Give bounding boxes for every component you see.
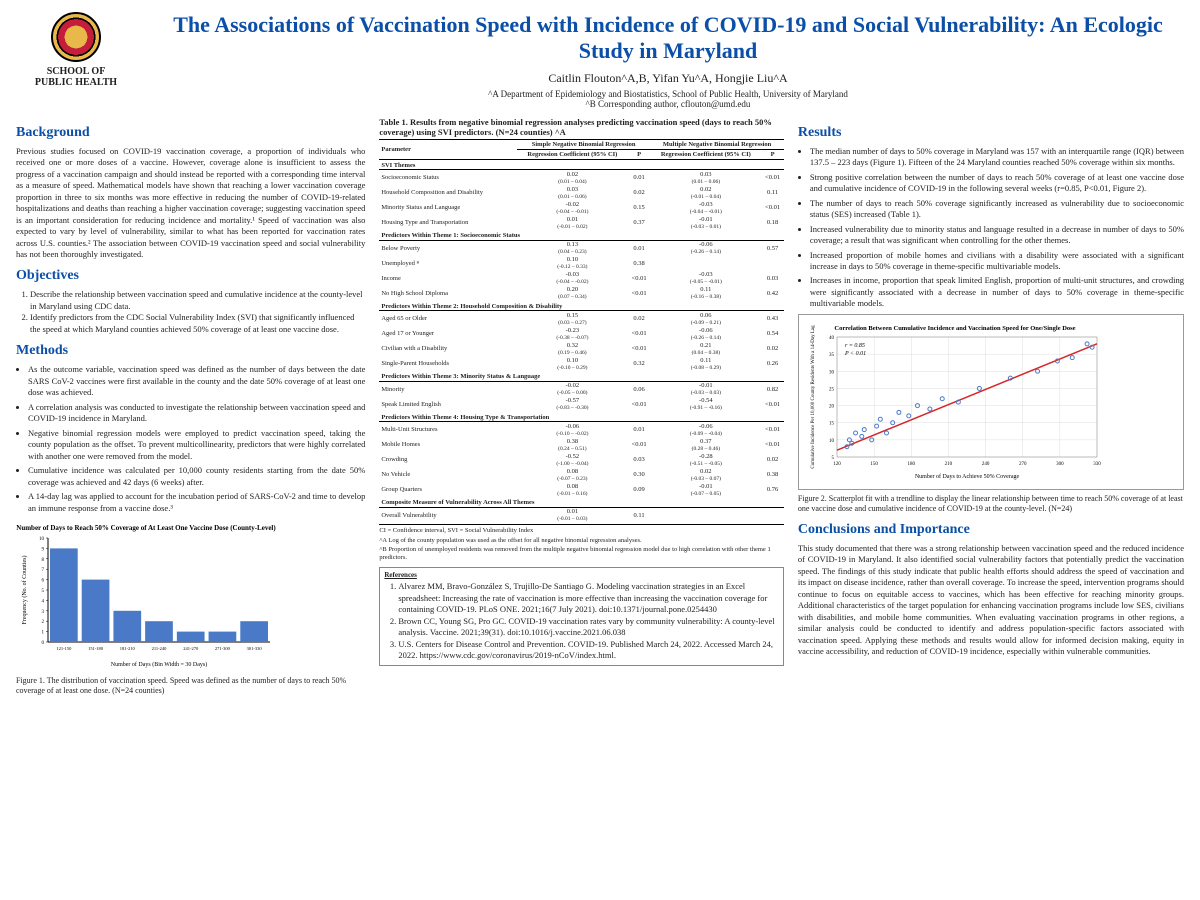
result-item: The median number of days to 50% coverag…: [810, 146, 1184, 169]
table-1-caption: Table 1. Results from negative binomial …: [379, 117, 784, 137]
result-item: Increased vulnerability due to minority …: [810, 224, 1184, 247]
svg-text:40: 40: [829, 336, 835, 341]
svg-text:10: 10: [829, 439, 835, 444]
svg-text:181-210: 181-210: [120, 646, 136, 651]
heading-methods: Methods: [16, 343, 365, 359]
svg-text:151-180: 151-180: [88, 646, 104, 651]
logo-block: SCHOOL OF PUBLIC HEALTH: [16, 12, 136, 88]
background-text: Previous studies focused on COVID-19 vac…: [16, 146, 365, 261]
svg-text:121-150: 121-150: [56, 646, 72, 651]
svg-text:241-270: 241-270: [183, 646, 199, 651]
svg-text:3: 3: [42, 610, 45, 615]
svg-text:Correlation Between Cumulative: Correlation Between Cumulative Incidence…: [834, 325, 1075, 332]
heading-background: Background: [16, 125, 365, 141]
svg-text:0: 0: [42, 641, 45, 646]
svg-text:35: 35: [829, 353, 835, 358]
affiliation-b: ^B Corresponding author, cflouton@umd.ed…: [152, 99, 1184, 109]
heading-conclusions: Conclusions and Importance: [798, 522, 1184, 538]
logo-dept: PUBLIC HEALTH: [16, 77, 136, 88]
svg-text:r = 0.85: r = 0.85: [845, 343, 865, 349]
method-item: A 14-day lag was applied to account for …: [28, 491, 365, 514]
heading-results: Results: [798, 125, 1184, 141]
svg-text:211-240: 211-240: [152, 646, 168, 651]
svg-text:270: 270: [1019, 462, 1027, 467]
affiliation-a: ^A Department of Epidemiology and Biosta…: [152, 89, 1184, 99]
logo-school: SCHOOL OF: [16, 66, 136, 77]
figure-2-caption: Figure 2. Scatterplot fit with a trendli…: [798, 494, 1184, 514]
svg-text:8: 8: [42, 558, 45, 563]
svg-text:301-330: 301-330: [247, 646, 263, 651]
svg-text:7: 7: [42, 568, 45, 573]
objective-item: Describe the relationship between vaccin…: [30, 289, 365, 312]
regression-table: ParameterSimple Negative Binomial Regres…: [379, 139, 784, 525]
results-list: The median number of days to 50% coverag…: [798, 146, 1184, 310]
svg-text:6: 6: [42, 579, 45, 584]
method-item: Negative binomial regression models were…: [28, 428, 365, 462]
svg-text:330: 330: [1093, 462, 1101, 467]
svg-text:120: 120: [833, 462, 841, 467]
svg-text:30: 30: [829, 370, 835, 375]
svg-text:5: 5: [42, 589, 45, 594]
heading-objectives: Objectives: [16, 268, 365, 284]
references-box: References Alvarez MM, Bravo-González S,…: [379, 567, 784, 666]
conclusions-text: This study documented that there was a s…: [798, 543, 1184, 658]
svg-text:20: 20: [829, 404, 835, 409]
result-item: Strong positive correlation between the …: [810, 172, 1184, 195]
result-item: The number of days to reach 50% coverage…: [810, 198, 1184, 221]
svg-text:P < 0.01: P < 0.01: [844, 351, 866, 357]
left-column: Background Previous studies focused on C…: [16, 117, 365, 696]
figure-2: Correlation Between Cumulative Incidence…: [798, 314, 1184, 490]
objectives-list: Describe the relationship between vaccin…: [16, 289, 365, 335]
svg-text:1: 1: [42, 631, 45, 636]
svg-text:Number of Days to Reach 50% Co: Number of Days to Reach 50% Coverage of …: [16, 524, 276, 532]
poster-title: The Associations of Vaccination Speed wi…: [152, 12, 1184, 65]
title-block: The Associations of Vaccination Speed wi…: [152, 12, 1184, 109]
svg-text:15: 15: [829, 422, 835, 427]
svg-text:2: 2: [42, 620, 45, 625]
methods-list: As the outcome variable, vaccination spe…: [16, 364, 365, 514]
svg-text:10: 10: [39, 537, 45, 542]
svg-text:271-300: 271-300: [215, 646, 231, 651]
result-item: Increased proportion of mobile homes and…: [810, 250, 1184, 273]
middle-column: Table 1. Results from negative binomial …: [379, 117, 784, 696]
svg-text:240: 240: [982, 462, 990, 467]
svg-text:180: 180: [907, 462, 915, 467]
reference-item: Brown CC, Young SG, Pro GC. COVID-19 vac…: [398, 616, 779, 639]
svg-text:4: 4: [42, 599, 45, 604]
svg-text:Cumulative Incidence Per 10,00: Cumulative Incidence Per 10,000 County R…: [811, 325, 816, 469]
objective-item: Identify predictors from the CDC Social …: [30, 312, 365, 335]
method-item: A correlation analysis was conducted to …: [28, 402, 365, 425]
svg-text:Number of Days to Achieve 50%: Number of Days to Achieve 50% Coverage: [915, 473, 1020, 480]
histogram-chart: Number of Days to Reach 50% Coverage of …: [16, 520, 276, 670]
reference-item: Alvarez MM, Bravo-González S, Trujillo-D…: [398, 581, 779, 615]
table-footnote: ^A Log of the county population was used…: [379, 537, 784, 545]
svg-text:210: 210: [945, 462, 953, 467]
svg-text:9: 9: [42, 547, 45, 552]
authors: Caitlin Flouton^A,B, Yifan Yu^A, Hongjie…: [152, 71, 1184, 86]
right-column: Results The median number of days to 50%…: [798, 117, 1184, 696]
svg-text:Frequency (No. of Counties): Frequency (No. of Counties): [21, 555, 28, 624]
reference-item: U.S. Centers for Disease Control and Pre…: [398, 639, 779, 662]
table-footnote: ^B Proportion of unemployed residents wa…: [379, 546, 784, 562]
svg-text:150: 150: [870, 462, 878, 467]
columns: Background Previous studies focused on C…: [16, 117, 1184, 696]
svg-text:25: 25: [829, 387, 835, 392]
figure-1: Number of Days to Reach 50% Coverage of …: [16, 520, 365, 672]
references-title: References: [384, 571, 779, 579]
figure-1-caption: Figure 1. The distribution of vaccinatio…: [16, 676, 365, 696]
result-item: Increases in income, proportion that spe…: [810, 275, 1184, 309]
svg-text:5: 5: [831, 456, 834, 461]
table-footnote: CI = Confidence interval, SVI = Social V…: [379, 527, 784, 535]
svg-text:Number of Days (Bin Width = 30: Number of Days (Bin Width = 30 Days): [111, 661, 208, 668]
method-item: As the outcome variable, vaccination spe…: [28, 364, 365, 398]
references-list: Alvarez MM, Bravo-González S, Trujillo-D…: [384, 581, 779, 661]
svg-text:300: 300: [1056, 462, 1064, 467]
poster-header: SCHOOL OF PUBLIC HEALTH The Associations…: [16, 12, 1184, 109]
method-item: Cumulative incidence was calculated per …: [28, 465, 365, 488]
scatter-chart: Correlation Between Cumulative Incidence…: [805, 321, 1105, 481]
umd-seal-icon: [51, 12, 101, 62]
